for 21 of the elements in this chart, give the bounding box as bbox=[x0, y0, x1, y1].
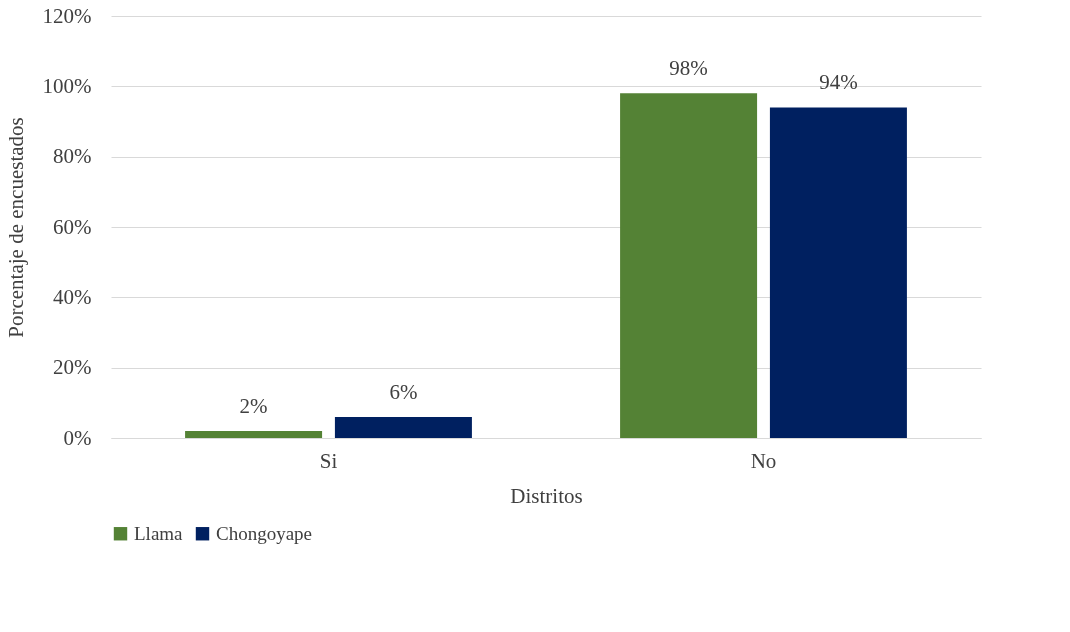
y-tick-label: 120% bbox=[42, 3, 92, 28]
bar bbox=[334, 416, 472, 438]
legend-label: Llama bbox=[134, 522, 184, 544]
y-axis-title: Porcentaje de encuestados bbox=[3, 117, 28, 338]
x-axis-title: Distritos bbox=[510, 483, 583, 508]
bar bbox=[620, 93, 758, 438]
bar bbox=[769, 107, 907, 438]
x-tick-label: No bbox=[750, 448, 777, 473]
data-label: 94% bbox=[819, 70, 858, 95]
legend-label: Chongoyape bbox=[216, 522, 313, 544]
data-label: 98% bbox=[669, 56, 708, 81]
y-tick-label: 60% bbox=[53, 214, 92, 239]
y-tick-label: 20% bbox=[53, 355, 92, 380]
y-tick-label: 40% bbox=[53, 284, 92, 309]
y-tick-label: 80% bbox=[53, 144, 92, 169]
y-tick-label: 100% bbox=[42, 73, 92, 98]
x-tick-label: Si bbox=[319, 448, 338, 473]
bar bbox=[185, 430, 323, 438]
data-label: 6% bbox=[389, 379, 418, 404]
y-tick-label: 0% bbox=[63, 425, 92, 450]
data-label: 2% bbox=[239, 393, 268, 418]
